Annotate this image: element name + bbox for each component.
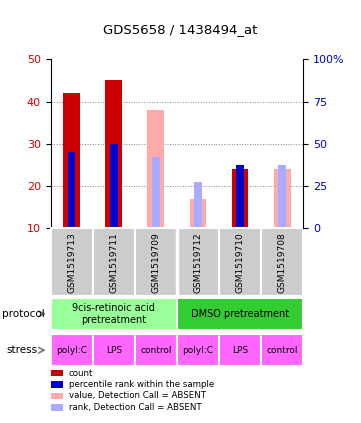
Bar bbox=[51, 334, 93, 366]
Text: GSM1519708: GSM1519708 bbox=[278, 232, 287, 293]
Text: GSM1519713: GSM1519713 bbox=[67, 232, 76, 293]
Text: polyI:C: polyI:C bbox=[56, 346, 87, 354]
Text: GSM1519712: GSM1519712 bbox=[193, 232, 203, 293]
Bar bbox=[93, 334, 135, 366]
Bar bbox=[177, 334, 219, 366]
Text: control: control bbox=[266, 346, 298, 354]
Bar bbox=[190, 199, 206, 228]
Text: stress: stress bbox=[6, 345, 38, 355]
Bar bbox=[261, 334, 303, 366]
Text: percentile rank within the sample: percentile rank within the sample bbox=[69, 380, 214, 389]
Text: GSM1519710: GSM1519710 bbox=[236, 232, 244, 293]
Text: protocol: protocol bbox=[2, 309, 44, 319]
Bar bbox=[194, 182, 202, 228]
Bar bbox=[63, 93, 80, 228]
Text: 9cis-retinoic acid
pretreatment: 9cis-retinoic acid pretreatment bbox=[72, 303, 155, 325]
Text: LPS: LPS bbox=[232, 346, 248, 354]
Text: control: control bbox=[140, 346, 171, 354]
Text: count: count bbox=[69, 368, 93, 378]
Text: polyI:C: polyI:C bbox=[182, 346, 213, 354]
Text: GDS5658 / 1438494_at: GDS5658 / 1438494_at bbox=[103, 23, 258, 36]
Bar bbox=[51, 298, 177, 330]
Bar bbox=[68, 152, 75, 228]
Bar bbox=[147, 110, 164, 228]
Bar bbox=[177, 298, 303, 330]
Text: DMSO pretreatment: DMSO pretreatment bbox=[191, 309, 289, 319]
Bar bbox=[236, 165, 244, 228]
Bar bbox=[232, 169, 248, 228]
Bar bbox=[105, 80, 122, 228]
Bar bbox=[135, 334, 177, 366]
Text: LPS: LPS bbox=[106, 346, 122, 354]
Text: GSM1519709: GSM1519709 bbox=[151, 232, 160, 293]
Text: GSM1519711: GSM1519711 bbox=[109, 232, 118, 293]
Text: rank, Detection Call = ABSENT: rank, Detection Call = ABSENT bbox=[69, 403, 201, 412]
Bar bbox=[278, 165, 286, 228]
Bar bbox=[110, 144, 117, 228]
Bar bbox=[219, 334, 261, 366]
Bar bbox=[274, 169, 291, 228]
Text: value, Detection Call = ABSENT: value, Detection Call = ABSENT bbox=[69, 391, 206, 401]
Bar bbox=[152, 157, 160, 228]
